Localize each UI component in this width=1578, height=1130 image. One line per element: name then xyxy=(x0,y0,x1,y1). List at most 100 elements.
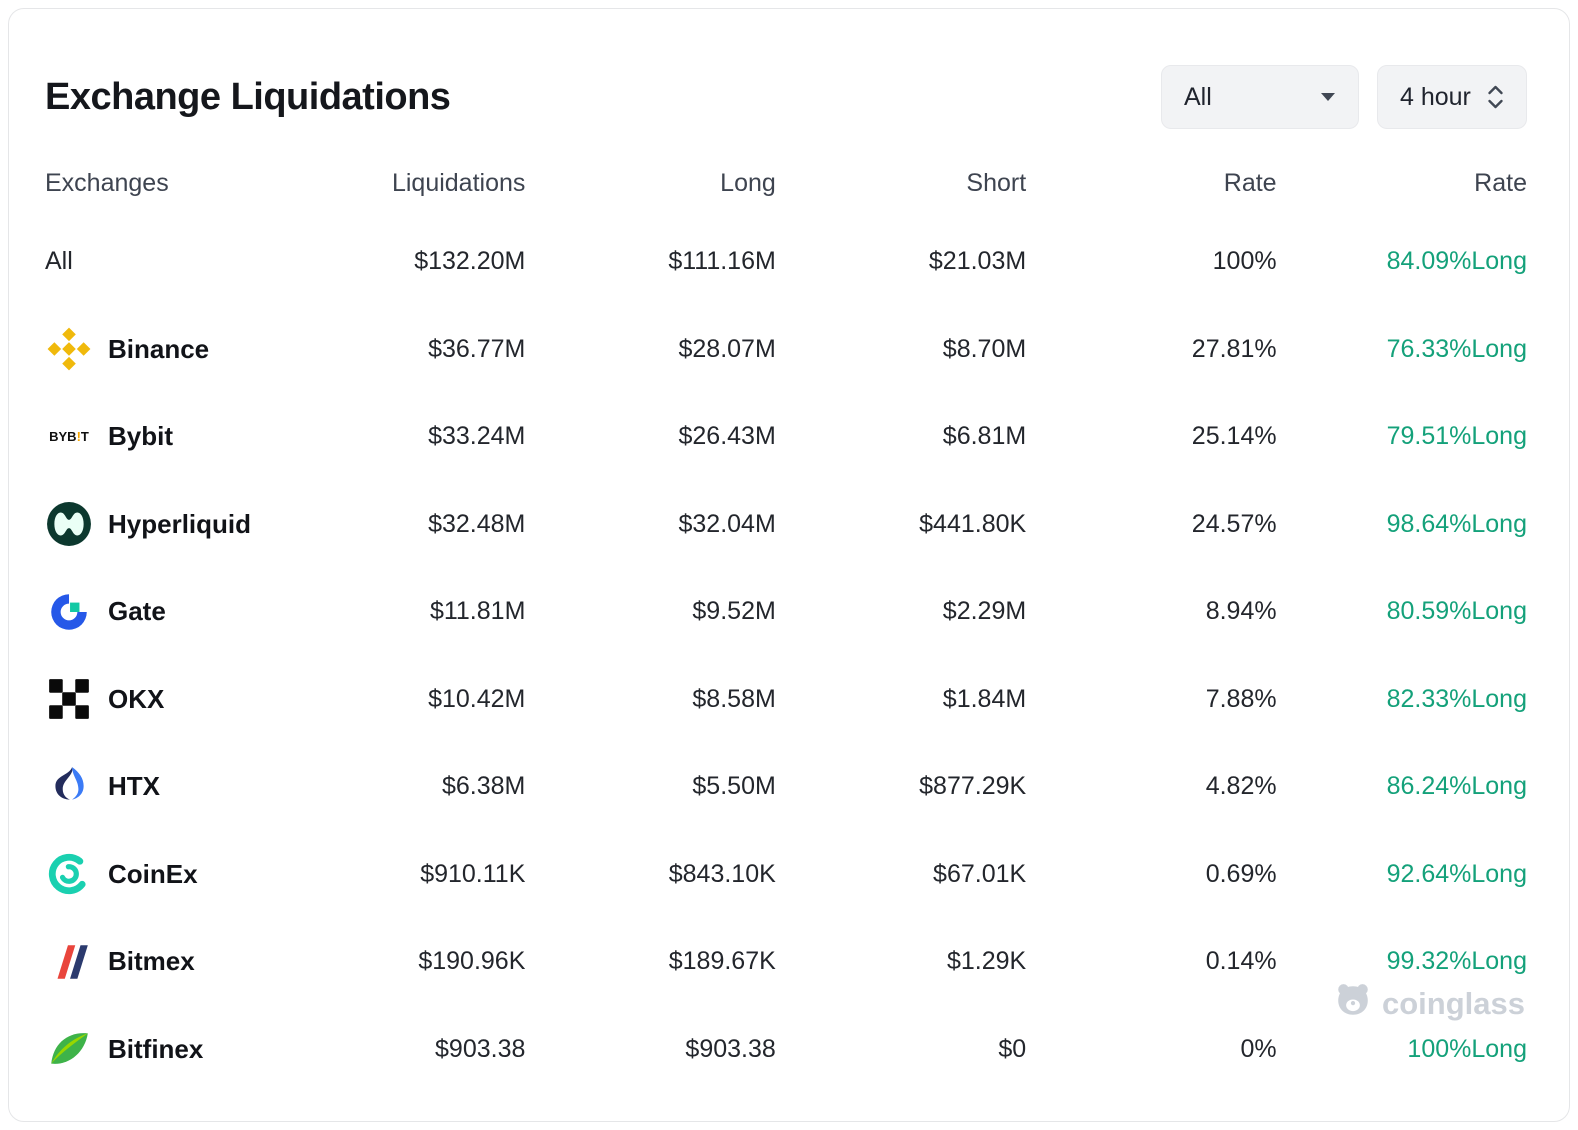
long-rate-value: 79.51%Long xyxy=(1386,422,1527,451)
short-value: $0 xyxy=(998,1034,1027,1063)
table-row[interactable]: Bitmex $190.96K $189.67K $1.29K 0.14% 99… xyxy=(45,918,1527,1006)
liquidations-value: $6.38M xyxy=(442,772,526,801)
table-row[interactable]: CoinEx $910.11K $843.10K $67.01K 0.69% 9… xyxy=(45,831,1527,919)
table-header-row: Exchanges Liquidations Long Short Rate Rate xyxy=(45,169,1527,198)
table-row[interactable]: HTX $6.38M $5.50M $877.29K 4.82% 86.24%L… xyxy=(45,743,1527,831)
exchange-name: CoinEx xyxy=(108,858,198,889)
rate-value: 0% xyxy=(1240,1034,1277,1063)
timeframe-select[interactable]: 4 hour xyxy=(1377,65,1527,129)
exchange-name: All xyxy=(45,247,73,276)
rate-value: 4.82% xyxy=(1205,772,1277,801)
hyperliquid-logo-icon xyxy=(45,500,93,548)
short-value: $8.70M xyxy=(942,334,1027,363)
exchange-liquidations-card: Exchange Liquidations All 4 hour Exchang… xyxy=(8,8,1570,1122)
long-rate-value: 84.09%Long xyxy=(1386,247,1527,276)
short-value: $1.84M xyxy=(942,684,1027,713)
card-header: Exchange Liquidations All 4 hour xyxy=(45,9,1527,129)
table-row[interactable]: Hyperliquid $32.48M $32.04M $441.80K 24.… xyxy=(45,481,1527,569)
chevron-down-icon xyxy=(1320,92,1336,102)
exchange-cell: Bitfinex xyxy=(45,1025,275,1073)
bitfinex-logo-icon xyxy=(45,1025,93,1073)
rate-value: 7.88% xyxy=(1205,684,1277,713)
exchange-cell: OKX xyxy=(45,675,275,723)
table-row[interactable]: All $132.20M $111.16M $21.03M 100% 84.09… xyxy=(45,218,1527,306)
long-rate-value: 100%Long xyxy=(1407,1034,1527,1063)
liquidations-value: $190.96K xyxy=(418,947,526,976)
long-value: $903.38 xyxy=(685,1034,776,1063)
long-value: $8.58M xyxy=(692,684,776,713)
long-rate-value: 86.24%Long xyxy=(1386,772,1527,801)
bitmex-logo-icon xyxy=(45,938,93,986)
filter-controls: All 4 hour xyxy=(1161,65,1527,129)
gate-logo-icon xyxy=(45,588,93,636)
liquidations-value: $36.77M xyxy=(428,334,526,363)
table-row[interactable]: OKX $10.42M $8.58M $1.84M 7.88% 82.33%Lo… xyxy=(45,656,1527,744)
table-row[interactable]: BYB!T Bybit $33.24M $26.43M $6.81M 25.14… xyxy=(45,393,1527,481)
liquidations-value: $903.38 xyxy=(435,1034,526,1063)
coinex-logo-icon xyxy=(45,850,93,898)
short-value: $2.29M xyxy=(942,597,1027,626)
binance-logo-icon xyxy=(45,325,93,373)
chevron-updown-icon xyxy=(1487,83,1504,111)
long-value: $9.52M xyxy=(692,597,776,626)
long-value: $26.43M xyxy=(678,422,776,451)
liquidations-value: $910.11K xyxy=(420,859,526,888)
long-rate-value: 98.64%Long xyxy=(1386,509,1527,538)
rate-value: 100% xyxy=(1212,247,1277,276)
exchange-cell: BYB!T Bybit xyxy=(45,413,275,461)
long-rate-value: 92.64%Long xyxy=(1386,859,1527,888)
long-value: $843.10K xyxy=(668,859,776,888)
short-value: $67.01K xyxy=(933,859,1027,888)
htx-logo-icon xyxy=(45,763,93,811)
long-rate-value: 76.33%Long xyxy=(1386,334,1527,363)
column-header-rate: Rate xyxy=(1223,169,1277,197)
page-title: Exchange Liquidations xyxy=(45,75,451,118)
table-row[interactable]: Bitfinex $903.38 $903.38 $0 0% 100%Long xyxy=(45,1006,1527,1094)
short-value: $877.29K xyxy=(919,772,1027,801)
short-value: $21.03M xyxy=(928,247,1027,276)
table-row[interactable]: Gate $11.81M $9.52M $2.29M 8.94% 80.59%L… xyxy=(45,568,1527,656)
long-rate-value: 99.32%Long xyxy=(1386,947,1527,976)
liquidations-value: $32.48M xyxy=(428,509,526,538)
timeframe-value: 4 hour xyxy=(1400,82,1471,111)
exchange-cell: Bitmex xyxy=(45,938,275,986)
rate-value: 0.14% xyxy=(1205,947,1277,976)
exchange-cell: Gate xyxy=(45,588,275,636)
liquidations-value: $33.24M xyxy=(428,422,526,451)
column-header-exchanges: Exchanges xyxy=(45,169,169,197)
exchange-name: Bybit xyxy=(108,421,173,452)
liquidations-table: All $132.20M $111.16M $21.03M 100% 84.09… xyxy=(45,218,1527,1093)
long-value: $28.07M xyxy=(678,334,776,363)
column-header-short: Short xyxy=(966,169,1027,197)
rate-value: 27.81% xyxy=(1191,334,1277,363)
exchange-name: Bitmex xyxy=(108,946,195,977)
column-header-long: Long xyxy=(720,169,776,197)
exchange-filter-value: All xyxy=(1184,82,1212,111)
table-row[interactable]: Binance $36.77M $28.07M $8.70M 27.81% 76… xyxy=(45,306,1527,394)
rate-value: 0.69% xyxy=(1205,859,1277,888)
exchange-name: OKX xyxy=(108,683,165,714)
exchange-filter-select[interactable]: All xyxy=(1161,65,1359,129)
bybit-logo-icon: BYB!T xyxy=(49,429,89,445)
long-rate-value: 80.59%Long xyxy=(1386,597,1527,626)
exchange-name: HTX xyxy=(108,771,160,802)
exchange-cell: Hyperliquid xyxy=(45,500,275,548)
long-rate-value: 82.33%Long xyxy=(1386,684,1527,713)
exchange-cell: HTX xyxy=(45,763,275,811)
column-header-liquidations: Liquidations xyxy=(391,169,526,197)
rate-value: 25.14% xyxy=(1191,422,1277,451)
short-value: $1.29K xyxy=(946,947,1027,976)
long-value: $5.50M xyxy=(692,772,776,801)
exchange-name: Bitfinex xyxy=(108,1033,204,1064)
short-value: $6.81M xyxy=(942,422,1027,451)
okx-logo-icon xyxy=(45,675,93,723)
long-value: $189.67K xyxy=(668,947,776,976)
rate-value: 24.57% xyxy=(1191,509,1277,538)
exchange-cell: CoinEx xyxy=(45,850,275,898)
long-value: $32.04M xyxy=(678,509,776,538)
liquidations-value: $11.81M xyxy=(429,597,526,626)
column-header-rate: Rate xyxy=(1474,169,1527,197)
exchange-name: Binance xyxy=(108,333,210,364)
rate-value: 8.94% xyxy=(1205,597,1277,626)
exchange-cell: All xyxy=(45,247,275,276)
